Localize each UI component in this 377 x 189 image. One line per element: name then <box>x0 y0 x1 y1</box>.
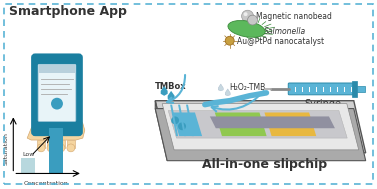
Polygon shape <box>170 105 178 136</box>
Polygon shape <box>67 140 75 148</box>
Polygon shape <box>162 104 359 150</box>
Polygon shape <box>27 120 85 140</box>
Polygon shape <box>218 84 223 91</box>
Circle shape <box>57 144 65 152</box>
FancyBboxPatch shape <box>38 64 76 121</box>
Polygon shape <box>47 140 55 148</box>
Polygon shape <box>178 105 186 136</box>
Polygon shape <box>186 105 194 136</box>
Ellipse shape <box>228 21 265 37</box>
Text: Salmonella: Salmonella <box>264 27 307 36</box>
Text: Magnetic nanobead: Magnetic nanobead <box>256 12 333 21</box>
Polygon shape <box>215 112 267 136</box>
Bar <box>352 81 357 97</box>
FancyBboxPatch shape <box>288 83 355 95</box>
Circle shape <box>51 98 63 110</box>
Polygon shape <box>155 101 167 161</box>
Polygon shape <box>155 101 366 153</box>
Text: All-in-one slipchip: All-in-one slipchip <box>202 158 327 171</box>
Circle shape <box>248 15 257 25</box>
Bar <box>49 128 63 174</box>
Circle shape <box>244 12 248 16</box>
Bar <box>21 158 35 174</box>
Text: High: High <box>49 122 63 127</box>
Circle shape <box>67 144 75 152</box>
Bar <box>39 65 75 73</box>
Circle shape <box>225 36 234 45</box>
Polygon shape <box>155 108 366 161</box>
Text: TMBox: TMBox <box>155 82 187 91</box>
Polygon shape <box>210 116 335 128</box>
Text: Concentration: Concentration <box>24 181 69 186</box>
Polygon shape <box>172 112 202 136</box>
Polygon shape <box>264 112 316 136</box>
Polygon shape <box>161 86 168 96</box>
Text: Syringe: Syringe <box>304 99 341 109</box>
Polygon shape <box>225 89 230 96</box>
Polygon shape <box>37 140 45 148</box>
Polygon shape <box>168 111 347 138</box>
Text: Saturation: Saturation <box>4 132 9 165</box>
FancyBboxPatch shape <box>32 54 82 135</box>
Text: Low: Low <box>22 152 34 157</box>
Circle shape <box>242 10 253 22</box>
Circle shape <box>47 144 55 152</box>
Bar <box>357 86 365 92</box>
Circle shape <box>171 116 179 124</box>
Polygon shape <box>168 91 175 101</box>
Text: Smartphone App: Smartphone App <box>9 5 127 18</box>
Polygon shape <box>57 140 65 148</box>
Circle shape <box>37 144 45 152</box>
Circle shape <box>178 122 186 130</box>
Text: Au@PtPd nanocatalyst: Au@PtPd nanocatalyst <box>237 37 324 46</box>
Text: H₂O₂-TMB: H₂O₂-TMB <box>230 83 266 92</box>
